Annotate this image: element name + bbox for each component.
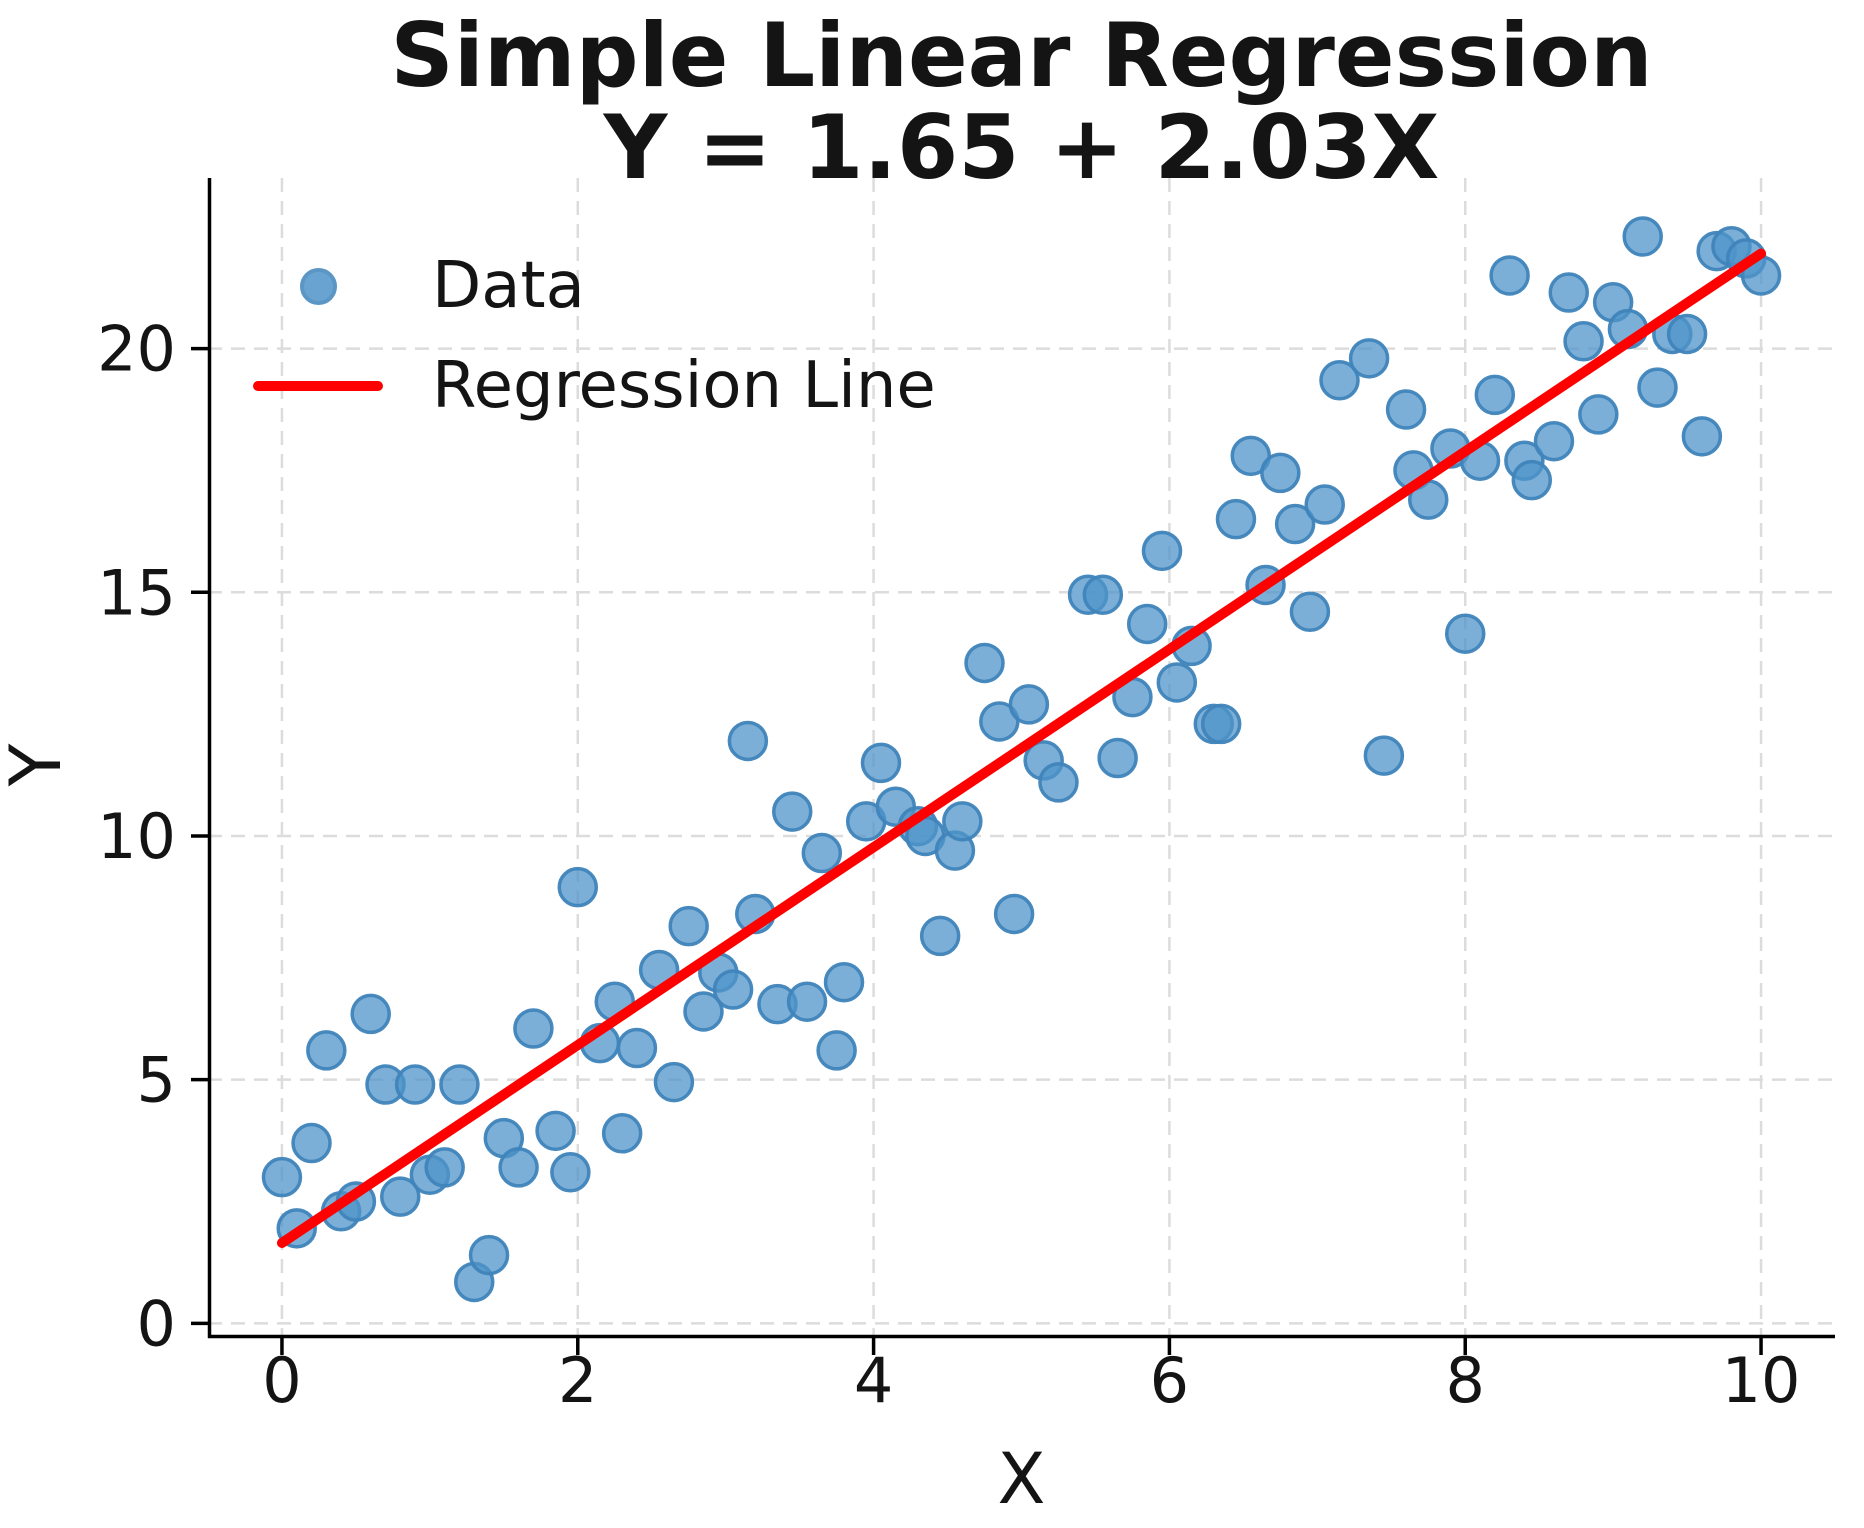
x-tick-label: 6 (1150, 1344, 1189, 1417)
legend-sample-area (253, 381, 383, 391)
chart-title-line1: Simple Linear Regression (390, 4, 1653, 107)
data-point (1230, 435, 1272, 477)
data-point (1260, 452, 1301, 494)
data-point (1563, 321, 1604, 362)
data-point (1666, 313, 1708, 355)
x-tick-label: 0 (262, 1344, 301, 1417)
data-point (306, 1030, 347, 1071)
legend: Data Regression Line (253, 236, 936, 436)
data-point (823, 961, 865, 1003)
data-point (712, 969, 754, 1010)
data-point (1126, 603, 1168, 645)
data-point (557, 866, 599, 908)
y-tick-label: 5 (137, 1044, 176, 1117)
data-point (550, 1152, 591, 1193)
data-point (601, 1113, 643, 1154)
data-point (919, 915, 961, 957)
legend-sample-area (253, 267, 383, 305)
legend-item-data: Data (253, 236, 936, 336)
data-point (1548, 272, 1590, 313)
data-point (1363, 735, 1405, 776)
data-point (1533, 420, 1575, 462)
data-point (1097, 737, 1138, 779)
data-point (1289, 591, 1331, 633)
data-point (964, 642, 1005, 684)
y-tick-label: 20 (97, 313, 176, 386)
data-point (1348, 338, 1390, 379)
y-tick-label: 15 (97, 556, 176, 629)
data-point (380, 1176, 421, 1217)
data-point (513, 1008, 554, 1049)
legend-item-regression: Regression Line (253, 336, 936, 436)
chart-title-equation: Y = 1.65 + 2.03X (603, 95, 1440, 199)
legend-label-data: Data (432, 249, 585, 323)
regression-line (276, 248, 1767, 1248)
data-point (498, 1147, 539, 1188)
data-point (1200, 703, 1242, 745)
data-point (1511, 459, 1553, 501)
data-point (468, 1234, 510, 1276)
data-point (1474, 374, 1516, 416)
data-point (1274, 503, 1316, 545)
data-point (1304, 484, 1345, 525)
data-point (942, 801, 983, 842)
y-axis-label: Y (0, 743, 77, 787)
data-point (1489, 255, 1530, 296)
data-point-marker-icon (299, 267, 337, 305)
data-point (350, 993, 391, 1035)
data-point (439, 1064, 480, 1105)
x-axis-label: X (997, 1438, 1046, 1520)
data-point (535, 1110, 576, 1152)
data-point (653, 1061, 695, 1103)
x-tick-label: 4 (854, 1344, 893, 1417)
legend-label-regression: Regression Line (432, 349, 936, 423)
chart-title: Simple Linear Regression Y = 1.65 + 2.03… (208, 10, 1835, 193)
data-point (424, 1147, 465, 1188)
data-point (786, 981, 828, 1022)
data-point (727, 720, 769, 762)
data-point (801, 832, 843, 874)
x-tick-label: 10 (1722, 1344, 1801, 1417)
data-point (668, 905, 709, 947)
data-point (1637, 367, 1678, 408)
data-point (683, 991, 724, 1032)
data-point (816, 1030, 857, 1071)
data-point (1578, 394, 1619, 435)
data-point (1444, 613, 1486, 654)
data-point (1082, 574, 1124, 615)
x-tick-label: 8 (1446, 1344, 1485, 1417)
data-point (261, 1156, 303, 1198)
data-point (1141, 530, 1183, 572)
data-point (771, 791, 813, 832)
plot-area: 0 2 4 6 8 10 0 5 10 15 20 (97, 178, 1835, 1417)
data-point (291, 1122, 332, 1164)
data-point (1008, 684, 1050, 725)
y-tick-label: 10 (97, 800, 176, 873)
data-point (1385, 389, 1427, 430)
data-point (1215, 498, 1257, 540)
data-point (993, 893, 1035, 935)
x-tick-label: 2 (558, 1344, 597, 1417)
data-point (860, 742, 902, 784)
data-point (979, 701, 1020, 742)
data-point (1156, 662, 1198, 703)
data-point (1319, 360, 1360, 401)
data-point (616, 1027, 658, 1069)
regression-line-sample-icon (253, 381, 383, 391)
y-tick-label: 0 (137, 1287, 176, 1360)
data-point (1038, 762, 1079, 803)
data-point (1622, 216, 1663, 257)
data-point (1681, 416, 1723, 457)
data-point (394, 1064, 436, 1105)
